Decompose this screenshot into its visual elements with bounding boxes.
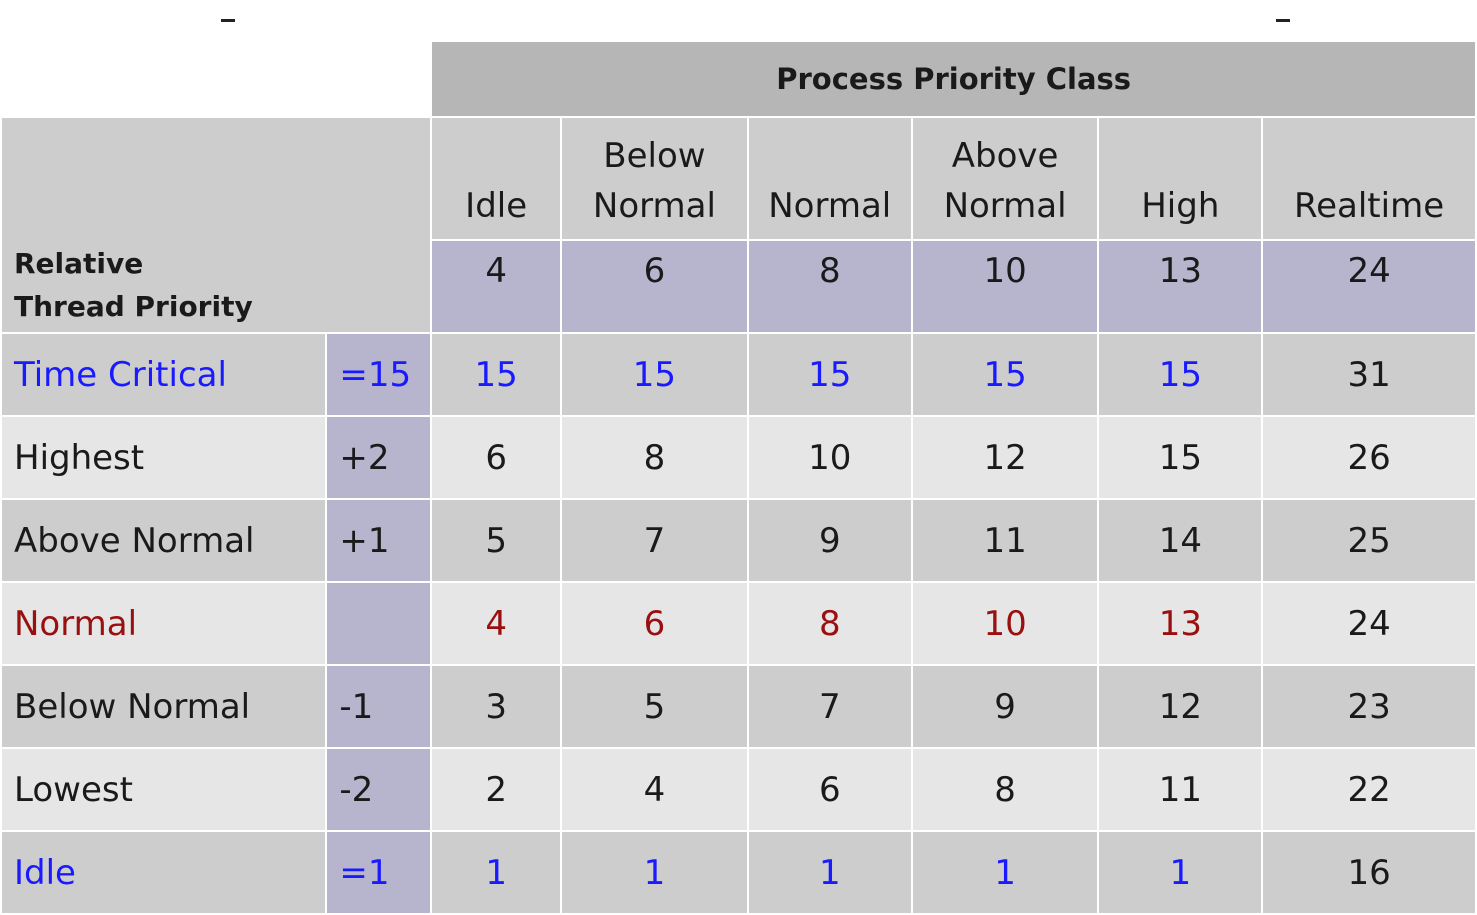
column-header: Below Normal (560, 116, 749, 241)
priority-value: 15 (560, 332, 749, 417)
priority-value: 15 (1097, 415, 1264, 500)
table-row: Above Normal +1 5 7 9 11 14 25 (0, 498, 1477, 583)
cropped-text-fragment-right (1276, 19, 1290, 22)
priority-value: 15 (746, 332, 913, 417)
base-priority: 6 (560, 239, 749, 334)
priority-value: 1 (560, 830, 749, 915)
priority-value: 24 (1261, 581, 1477, 666)
table-row: Below Normal -1 3 5 7 9 12 23 (0, 664, 1477, 749)
cropped-text-fragment-left (221, 19, 235, 22)
priority-value: 10 (910, 581, 1100, 666)
column-header: Realtime (1261, 116, 1477, 241)
table-body: Time Critical =15 15 15 15 15 15 31 Highest +2 6 8 1… (0, 332, 1477, 915)
base-priority: 24 (1261, 239, 1477, 334)
priority-value: 5 (560, 664, 749, 749)
priority-value: 7 (746, 664, 913, 749)
row-offset: -1 (325, 664, 433, 749)
row-label: Lowest (0, 747, 328, 832)
priority-value: 9 (910, 664, 1100, 749)
table-row: Normal 4 6 8 10 13 24 (0, 581, 1477, 666)
priority-value: 2 (430, 747, 563, 832)
priority-value: 12 (910, 415, 1100, 500)
priority-value: 8 (910, 747, 1100, 832)
priority-value: 23 (1261, 664, 1477, 749)
column-header: High (1097, 116, 1264, 241)
base-priority: 8 (746, 239, 913, 334)
priority-value: 11 (1097, 747, 1264, 832)
row-offset: =1 (325, 830, 433, 915)
table-row: Highest +2 6 8 10 12 15 26 (0, 415, 1477, 500)
priority-value: 3 (430, 664, 563, 749)
priority-value: 6 (430, 415, 563, 500)
priority-value: 16 (1261, 830, 1477, 915)
priority-value: 9 (746, 498, 913, 583)
blank-corner (0, 40, 433, 118)
priority-table: Process Priority Class Relative Thread Pr… (0, 40, 1477, 915)
priority-value: 14 (1097, 498, 1264, 583)
priority-value: 31 (1261, 332, 1477, 417)
row-offset: =15 (325, 332, 433, 417)
priority-value: 15 (430, 332, 563, 417)
priority-value: 10 (746, 415, 913, 500)
priority-value: 4 (560, 747, 749, 832)
priority-value: 1 (430, 830, 563, 915)
corner-label: Relative Thread Priority (0, 116, 433, 334)
base-priority: 13 (1097, 239, 1264, 334)
priority-value: 15 (1097, 332, 1264, 417)
priority-value: 5 (430, 498, 563, 583)
table-row: Idle =1 1 1 1 1 1 16 (0, 830, 1477, 915)
row-offset (325, 581, 433, 666)
table-title: Process Priority Class (430, 40, 1477, 118)
row-label: Above Normal (0, 498, 328, 583)
row-offset: +1 (325, 498, 433, 583)
priority-value: 22 (1261, 747, 1477, 832)
priority-value: 25 (1261, 498, 1477, 583)
priority-value: 11 (910, 498, 1100, 583)
table-row: Lowest -2 2 4 6 8 11 22 (0, 747, 1477, 832)
column-header: Idle (430, 116, 563, 241)
priority-value: 13 (1097, 581, 1264, 666)
column-header: Normal (746, 116, 913, 241)
priority-value: 1 (910, 830, 1100, 915)
priority-value: 1 (1097, 830, 1264, 915)
row-label: Idle (0, 830, 328, 915)
priority-value: 4 (430, 581, 563, 666)
row-offset: +2 (325, 415, 433, 500)
priority-value: 26 (1261, 415, 1477, 500)
row-offset: -2 (325, 747, 433, 832)
row-label: Highest (0, 415, 328, 500)
priority-value: 8 (560, 415, 749, 500)
priority-value: 12 (1097, 664, 1264, 749)
priority-value: 1 (746, 830, 913, 915)
priority-value: 6 (746, 747, 913, 832)
priority-value: 8 (746, 581, 913, 666)
priority-value: 6 (560, 581, 749, 666)
priority-value: 15 (910, 332, 1100, 417)
base-priority: 4 (430, 239, 563, 334)
table-row: Time Critical =15 15 15 15 15 15 31 (0, 332, 1477, 417)
row-label: Below Normal (0, 664, 328, 749)
priority-value: 7 (560, 498, 749, 583)
row-label: Normal (0, 581, 328, 666)
row-label: Time Critical (0, 332, 328, 417)
base-priority: 10 (910, 239, 1100, 334)
column-header: Above Normal (910, 116, 1100, 241)
